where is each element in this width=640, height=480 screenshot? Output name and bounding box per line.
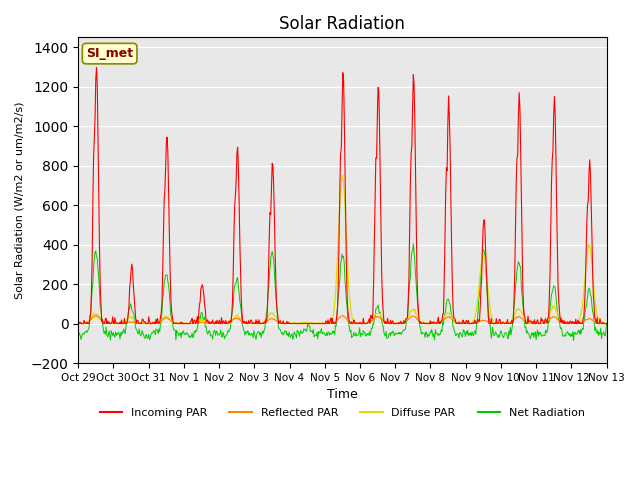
Y-axis label: Solar Radiation (W/m2 or um/m2/s): Solar Radiation (W/m2 or um/m2/s): [15, 101, 25, 299]
Incoming PAR: [424, 321, 431, 326]
Reflected PAR: [221, 321, 228, 326]
Net Radiation: [410, 241, 417, 247]
Diffuse PAR: [74, 321, 82, 326]
Diffuse PAR: [407, 308, 415, 314]
Net Radiation: [220, 331, 228, 337]
Incoming PAR: [84, 321, 92, 326]
Net Radiation: [570, 338, 577, 344]
Diffuse PAR: [220, 320, 228, 326]
Text: SI_met: SI_met: [86, 47, 133, 60]
Net Radiation: [422, 329, 430, 335]
X-axis label: Time: Time: [327, 388, 358, 401]
Net Radiation: [84, 328, 92, 334]
Line: Net Radiation: Net Radiation: [78, 244, 607, 341]
Diffuse PAR: [339, 172, 347, 178]
Incoming PAR: [193, 313, 201, 319]
Diffuse PAR: [603, 321, 611, 326]
Reflected PAR: [338, 313, 346, 319]
Incoming PAR: [74, 316, 82, 322]
Reflected PAR: [603, 321, 611, 326]
Reflected PAR: [139, 320, 147, 326]
Legend: Incoming PAR, Reflected PAR, Diffuse PAR, Net Radiation: Incoming PAR, Reflected PAR, Diffuse PAR…: [95, 404, 589, 422]
Reflected PAR: [77, 321, 84, 326]
Reflected PAR: [424, 321, 431, 326]
Incoming PAR: [140, 319, 147, 324]
Line: Incoming PAR: Incoming PAR: [78, 67, 607, 324]
Net Radiation: [74, 325, 82, 331]
Line: Reflected PAR: Reflected PAR: [78, 316, 607, 324]
Incoming PAR: [603, 321, 611, 326]
Reflected PAR: [74, 321, 82, 326]
Line: Diffuse PAR: Diffuse PAR: [78, 175, 607, 324]
Reflected PAR: [408, 313, 416, 319]
Incoming PAR: [93, 64, 100, 70]
Net Radiation: [603, 321, 611, 326]
Reflected PAR: [84, 320, 92, 325]
Title: Solar Radiation: Solar Radiation: [280, 15, 405, 33]
Net Radiation: [406, 275, 414, 280]
Reflected PAR: [193, 320, 200, 326]
Incoming PAR: [408, 144, 416, 149]
Diffuse PAR: [192, 320, 200, 325]
Diffuse PAR: [138, 320, 146, 326]
Diffuse PAR: [422, 320, 430, 325]
Net Radiation: [192, 327, 200, 333]
Net Radiation: [138, 328, 146, 334]
Incoming PAR: [75, 321, 83, 326]
Incoming PAR: [221, 321, 229, 326]
Diffuse PAR: [84, 319, 92, 324]
